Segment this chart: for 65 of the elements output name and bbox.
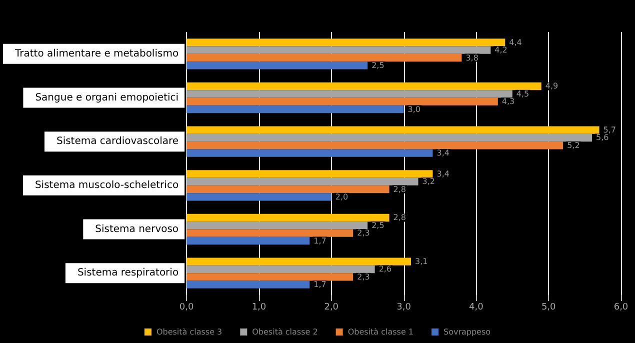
data-label: 4,4: [509, 38, 522, 47]
data-label: 3,8: [466, 53, 478, 62]
bar: [186, 149, 433, 157]
bar: [186, 222, 368, 230]
bar: [186, 178, 418, 186]
bar: [186, 142, 564, 150]
bar: [186, 105, 404, 114]
bar: [186, 229, 354, 237]
legend-label: Obesità classe 3: [156, 328, 222, 336]
y-tick-label: Sistema muscolo-scheletrico: [34, 180, 179, 191]
data-label: 2,8: [393, 213, 406, 222]
bar: [186, 280, 310, 288]
bar: [186, 90, 512, 98]
x-tick-label: 3,0: [396, 302, 412, 312]
bar: [186, 193, 332, 201]
bar: [186, 46, 491, 54]
data-label: 3,1: [415, 257, 428, 266]
bar: [186, 273, 354, 281]
data-label: 1,7: [314, 236, 326, 246]
y-tick-label: Sistema cardiovascolare: [56, 136, 179, 148]
data-label: 4,2: [494, 46, 508, 55]
data-label: 2,5: [372, 220, 384, 230]
data-label: 2,5: [372, 60, 384, 70]
y-tick-label: Sistema respiratorio: [77, 268, 179, 279]
bar: [186, 126, 600, 134]
bar: [186, 185, 390, 194]
x-tick-label: 0,0: [179, 302, 194, 312]
bar: [186, 170, 433, 178]
data-label: 5,2: [567, 140, 580, 150]
data-label: 2,8: [393, 184, 406, 194]
y-tick-label: Sistema nervoso: [95, 224, 179, 235]
bar: [186, 98, 498, 106]
bar: [186, 258, 412, 266]
bar: [186, 38, 506, 46]
data-label: 3,4: [436, 169, 450, 178]
x-tick-label: 4,0: [469, 302, 484, 312]
data-label: 3,2: [422, 177, 435, 186]
bar: [186, 134, 592, 142]
data-label: 3,0: [408, 104, 421, 114]
data-label: 4,9: [545, 82, 558, 91]
x-tick-label: 5,0: [541, 302, 556, 312]
bar: [186, 214, 390, 222]
y-tick-label: Sangue e organi emopoietici: [35, 92, 179, 104]
x-tick-label: 6,0: [614, 302, 628, 312]
legend-label: Sovrappeso: [444, 328, 491, 336]
data-label: 4,3: [502, 97, 515, 106]
data-label: 2,3: [357, 228, 370, 238]
bar: [186, 236, 310, 245]
bar: [186, 265, 375, 274]
data-label: 5,7: [603, 126, 616, 135]
bar: [186, 62, 368, 70]
legend-label: Obesità classe 2: [252, 328, 318, 336]
data-label: 2,0: [335, 192, 348, 202]
legend-label: Obesità classe 1: [348, 328, 414, 336]
data-label: 5,6: [596, 133, 609, 142]
x-tick-label: 1,0: [252, 302, 266, 312]
bar: [186, 82, 542, 90]
y-tick-label: Tratto alimentare e metabolismo: [14, 48, 179, 60]
data-label: 2,6: [378, 264, 392, 274]
data-label: 4,5: [516, 89, 530, 98]
data-label: 2,3: [357, 272, 370, 282]
x-tick-label: 2,0: [324, 302, 339, 312]
data-label: 3,4: [436, 148, 450, 158]
data-label: 1,7: [314, 280, 326, 290]
bar: [186, 54, 462, 62]
